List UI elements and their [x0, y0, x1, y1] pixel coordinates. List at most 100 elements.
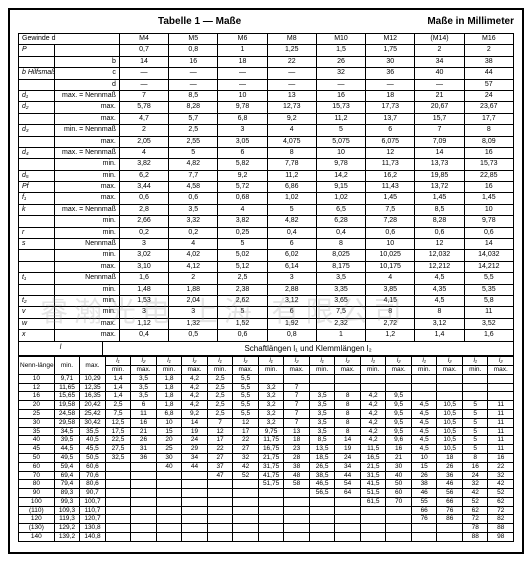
cell	[131, 462, 157, 471]
cell: 1,8	[156, 383, 182, 392]
row-sublabel: min.	[54, 216, 119, 227]
cell: 13,72	[415, 182, 464, 193]
cell	[182, 480, 208, 489]
len-max: 16,35	[80, 392, 106, 401]
cell: 9,5	[386, 418, 412, 427]
len-min: 79,4	[54, 480, 80, 489]
cell: 52	[462, 497, 488, 506]
cell: 7	[415, 125, 464, 136]
cell: 2,32	[316, 318, 365, 329]
cell: 3,35	[316, 284, 365, 295]
cell: 2,5	[207, 401, 233, 410]
table-row: 3534,535,517,521151912179,75133,584,29,5…	[19, 427, 514, 436]
cell: 12	[415, 239, 464, 250]
cell: —	[169, 68, 218, 79]
cell: 8	[316, 239, 365, 250]
l2: l₂	[437, 357, 463, 366]
cell: 5	[462, 418, 488, 427]
cell	[105, 462, 131, 471]
cell: 18,5	[309, 453, 335, 462]
cell: —	[119, 68, 168, 79]
cell: 4,5	[415, 273, 464, 284]
cell	[233, 480, 259, 489]
cell	[156, 471, 182, 480]
len: 12	[19, 383, 55, 392]
cell: 25	[156, 445, 182, 454]
len-max: 70,6	[80, 471, 106, 480]
cell: 11	[131, 409, 157, 418]
cell: 16	[464, 182, 513, 193]
len-min: 129,2	[54, 524, 80, 533]
cell: 10,175	[366, 261, 415, 272]
cell: 4	[366, 273, 415, 284]
cell: 1,75	[366, 45, 415, 56]
cell: 4,2	[360, 401, 386, 410]
cell: 14	[415, 147, 464, 158]
cell: 28	[284, 453, 310, 462]
size-col: M5	[169, 34, 218, 45]
row-symbol: d₄	[19, 147, 55, 158]
cell	[258, 374, 284, 383]
cell: 11	[488, 409, 514, 418]
table-row: 4544,545,527,5312529222716,752313,51911,…	[19, 445, 514, 454]
cell: 2,72	[366, 318, 415, 329]
cell: 6	[131, 401, 157, 410]
cell: 5,5	[233, 383, 259, 392]
cell: 51,75	[258, 480, 284, 489]
cell: 1,45	[464, 193, 513, 204]
cell: 5,35	[464, 284, 513, 295]
cell: 56,5	[309, 489, 335, 498]
cell: 7,5	[316, 307, 365, 318]
cell: 14,032	[464, 250, 513, 261]
cell: 15	[411, 462, 437, 471]
l2: l₂	[335, 357, 361, 366]
row-sublabel: max.	[54, 113, 119, 124]
cell: 8,09	[464, 136, 513, 147]
cell: 19,85	[415, 170, 464, 181]
cell: 9,78	[316, 159, 365, 170]
cell	[360, 533, 386, 542]
cell	[335, 506, 361, 515]
len-min: 89,3	[54, 489, 80, 498]
len-min: 44,5	[54, 445, 80, 454]
row-sublabel: b	[54, 56, 119, 67]
table-row: d₃min. = Nennmaß22,5345678	[19, 125, 514, 136]
cell: 26	[411, 471, 437, 480]
len: 120	[19, 515, 55, 524]
cell: 2	[119, 125, 168, 136]
table-row: kmax. = Nennmaß2,83,5456,57,58,510	[19, 204, 514, 215]
table-row: d₁max. = Nennmaß78,5101316182124	[19, 90, 514, 101]
cell: 1,88	[169, 284, 218, 295]
cell: 1,92	[267, 318, 316, 329]
cell: 3	[267, 273, 316, 284]
cell	[131, 515, 157, 524]
cell: 3,32	[169, 216, 218, 227]
len: 30	[19, 418, 55, 427]
row-sublabel: Nennmaß	[54, 273, 119, 284]
len-min: 9,71	[54, 374, 80, 383]
cell: 3,5	[309, 401, 335, 410]
cell: 13	[284, 427, 310, 436]
cell: 4,2	[360, 436, 386, 445]
row-sublabel: c	[54, 68, 119, 79]
cell: 44	[335, 471, 361, 480]
len-min: 69,4	[54, 471, 80, 480]
cell: 3,02	[119, 250, 168, 261]
cell: 34	[335, 462, 361, 471]
row-sublabel: d	[54, 79, 119, 90]
len-max: 130,8	[80, 524, 106, 533]
units-label: Maße in Millimeter	[427, 16, 514, 27]
cell: 2,38	[218, 284, 267, 295]
cell: 60	[386, 489, 412, 498]
cell: 1,8	[156, 401, 182, 410]
cell: 4,5	[411, 409, 437, 418]
row-symbol	[19, 159, 55, 170]
table-row: d₂max.5,788,289,7812,7315,7317,7320,6723…	[19, 102, 514, 113]
cell: 27	[207, 453, 233, 462]
c: max.	[386, 365, 412, 374]
cell: —	[267, 68, 316, 79]
cell	[411, 524, 437, 533]
cell: 37	[207, 462, 233, 471]
cell: 15	[156, 427, 182, 436]
cell: 8,175	[316, 261, 365, 272]
